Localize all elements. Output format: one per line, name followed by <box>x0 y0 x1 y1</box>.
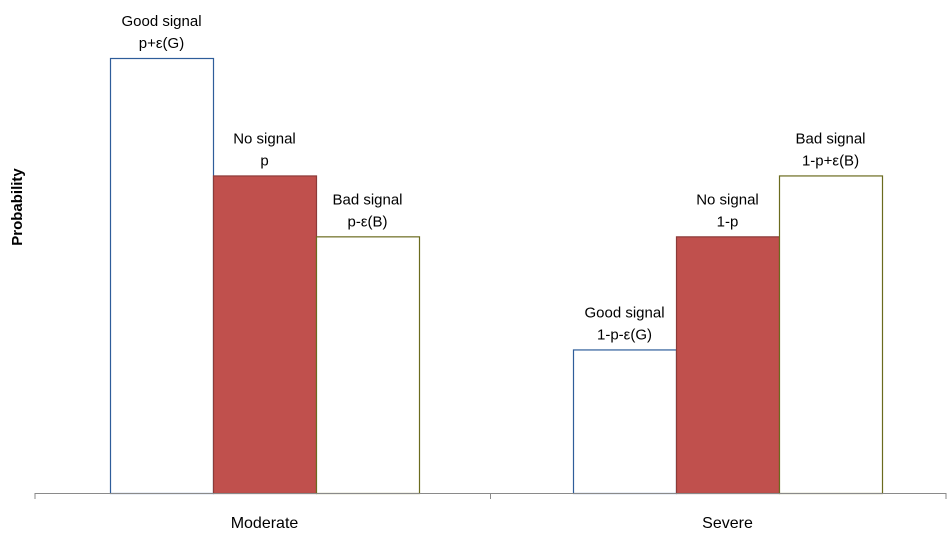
y-axis-label: Probability <box>9 168 26 246</box>
bar-data-label: Bad signal <box>795 130 865 147</box>
bar-data-label: p-ε(B) <box>347 213 387 230</box>
category-label-severe: Severe <box>702 515 753 532</box>
bar-data-label: Good signal <box>121 13 201 30</box>
x-axis-ticks <box>34 493 947 499</box>
category-labels-group: Moderate Severe <box>231 515 753 532</box>
bar-good-moderate <box>109 57 215 495</box>
bar-data-label: 1-p-ε(G) <box>597 326 652 343</box>
bar-data-label: p+ε(G) <box>139 35 184 52</box>
bar-good-severe <box>572 349 678 495</box>
bars-group <box>109 57 884 495</box>
bar-none-moderate <box>212 175 318 495</box>
bar-bad-moderate <box>315 236 421 495</box>
category-label-moderate: Moderate <box>231 515 299 532</box>
bar-labels-group: Good signal p+ε(G) No signal p Bad signal p-ε… <box>121 13 865 343</box>
bar-data-label: Good signal <box>584 304 664 321</box>
bar-data-label: p <box>260 152 268 169</box>
bar-bad-severe <box>778 175 884 495</box>
bar-data-label: 1-p+ε(B) <box>802 152 859 169</box>
bar-data-label: Bad signal <box>332 191 402 208</box>
bar-none-severe <box>675 236 781 495</box>
bar-data-label: No signal <box>233 130 296 147</box>
bar-data-label: 1-p <box>717 213 739 230</box>
bar-data-label: No signal <box>696 191 759 208</box>
